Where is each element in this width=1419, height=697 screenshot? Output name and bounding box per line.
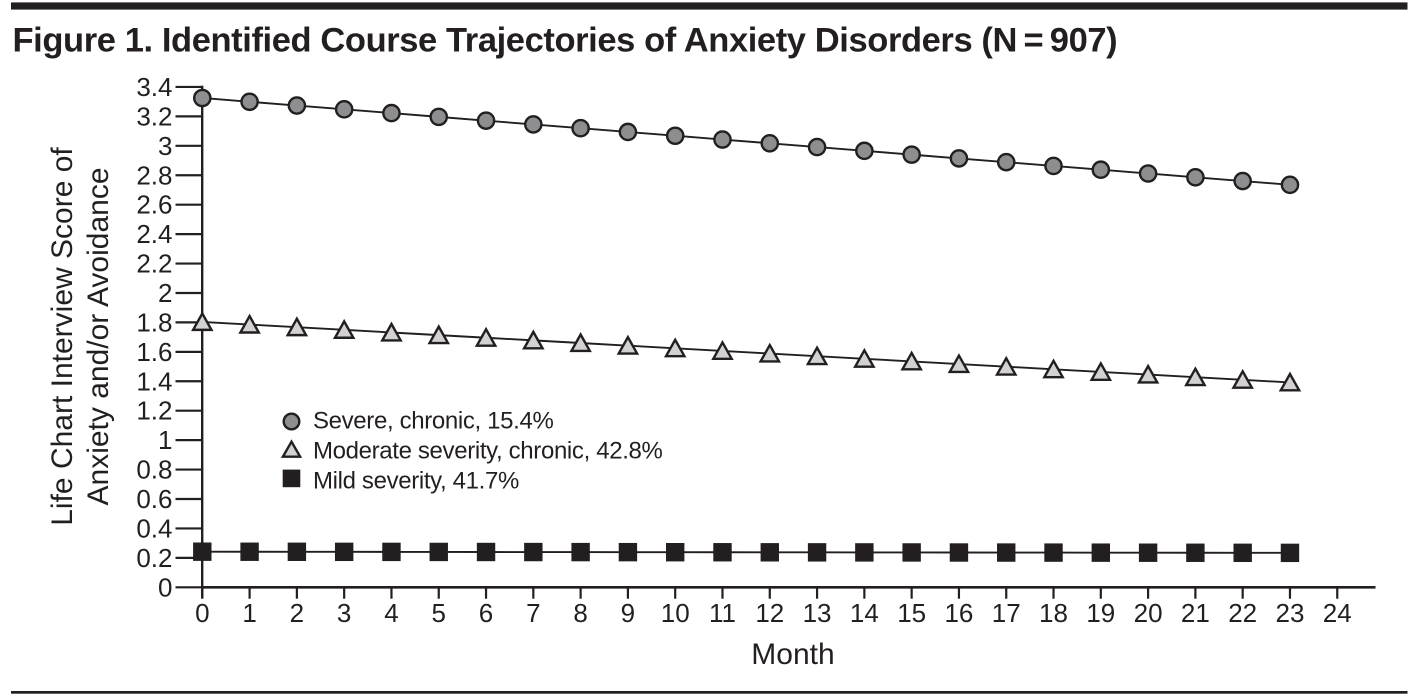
svg-text:Figure 1. Identified Course Tr: Figure 1. Identified Course Trajectories… [13, 22, 1118, 60]
svg-text:1: 1 [242, 598, 256, 628]
svg-text:3: 3 [337, 598, 351, 628]
svg-text:2: 2 [158, 278, 172, 308]
svg-text:1.2: 1.2 [136, 396, 172, 426]
svg-text:Month: Month [751, 638, 834, 671]
svg-text:3: 3 [158, 131, 172, 161]
svg-text:1.8: 1.8 [136, 307, 172, 337]
svg-text:14: 14 [850, 598, 879, 628]
svg-text:9: 9 [621, 598, 635, 628]
svg-text:6: 6 [479, 598, 493, 628]
svg-text:2: 2 [290, 598, 304, 628]
svg-text:Mild severity, 41.7%: Mild severity, 41.7% [313, 468, 519, 495]
svg-text:0.8: 0.8 [136, 455, 172, 485]
svg-text:Moderate severity, chronic, 42: Moderate severity, chronic, 42.8% [313, 438, 663, 465]
svg-text:13: 13 [803, 598, 832, 628]
svg-text:3.4: 3.4 [136, 72, 172, 102]
svg-text:7: 7 [526, 598, 540, 628]
svg-text:Severe, chronic, 15.4%: Severe, chronic, 15.4% [313, 408, 553, 435]
svg-text:11: 11 [709, 598, 736, 628]
svg-text:Anxiety and/or Avoidance: Anxiety and/or Avoidance [82, 167, 115, 505]
svg-text:19: 19 [1086, 598, 1115, 628]
svg-text:1.6: 1.6 [136, 337, 172, 367]
svg-text:10: 10 [661, 598, 690, 628]
svg-text:0.6: 0.6 [136, 484, 172, 514]
svg-text:24: 24 [1323, 598, 1352, 628]
svg-text:16: 16 [944, 598, 973, 628]
svg-text:2.6: 2.6 [136, 190, 172, 220]
svg-text:12: 12 [755, 598, 784, 628]
svg-text:20: 20 [1134, 598, 1163, 628]
svg-text:15: 15 [897, 598, 926, 628]
svg-text:2.2: 2.2 [136, 249, 172, 279]
svg-text:22: 22 [1228, 598, 1257, 628]
svg-text:17: 17 [992, 598, 1021, 628]
svg-text:4: 4 [384, 598, 398, 628]
svg-text:2.8: 2.8 [136, 160, 172, 190]
svg-text:0.4: 0.4 [136, 513, 172, 543]
svg-text:18: 18 [1039, 598, 1068, 628]
svg-text:5: 5 [432, 598, 446, 628]
svg-text:1: 1 [158, 425, 172, 455]
svg-text:21: 21 [1181, 598, 1210, 628]
svg-text:23: 23 [1276, 598, 1305, 628]
svg-text:1.4: 1.4 [136, 366, 172, 396]
svg-text:8: 8 [573, 598, 587, 628]
svg-text:0: 0 [158, 572, 172, 602]
svg-text:0.2: 0.2 [136, 543, 172, 573]
svg-text:2.4: 2.4 [136, 219, 172, 249]
svg-text:3.2: 3.2 [136, 101, 172, 131]
svg-text:0: 0 [195, 598, 209, 628]
svg-text:Life Chart Interview Score of: Life Chart Interview Score of [46, 147, 79, 526]
